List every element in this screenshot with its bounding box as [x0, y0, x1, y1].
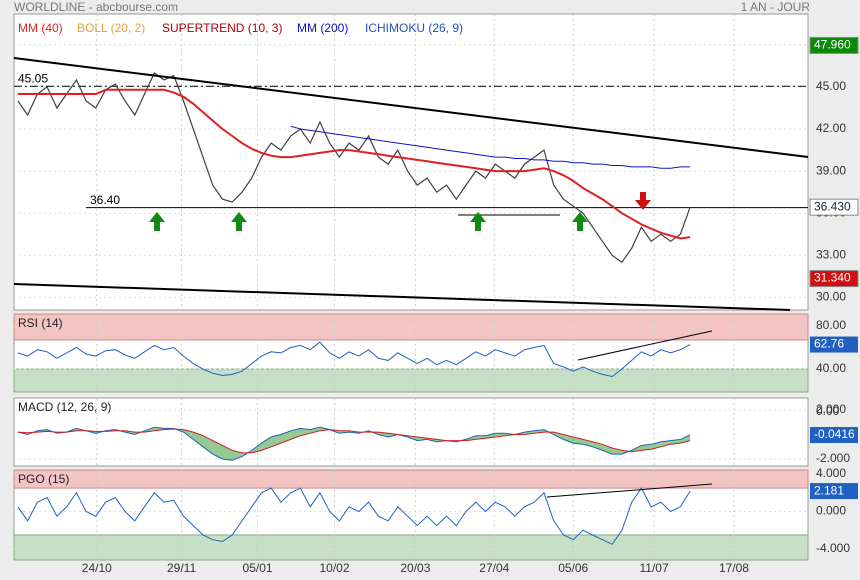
price-box-label: 36.430 — [814, 199, 851, 213]
indicator-line — [17, 487, 691, 545]
y-tick-label: 40.00 — [816, 361, 846, 375]
buy-arrow — [149, 212, 165, 231]
level-label: 36.40 — [90, 193, 120, 207]
legend-entry: BOLL (20, 2) — [77, 21, 145, 35]
y-tick-label: 45.00 — [816, 79, 846, 93]
panel-title: RSI (14) — [18, 316, 63, 330]
y-tick-label: 30.00 — [816, 290, 846, 304]
trend-line — [13, 57, 809, 158]
indicator-line — [17, 341, 691, 378]
divergence-line — [577, 330, 713, 361]
x-tick-label: 17/08 — [719, 561, 749, 575]
price-line — [17, 71, 691, 264]
y-tick-label: 39.00 — [816, 163, 846, 177]
price-box — [809, 198, 859, 216]
price-box-label: 47.960 — [814, 38, 851, 52]
oversold-zone — [13, 368, 809, 393]
x-tick-label: 29/11 — [167, 561, 196, 575]
buy-arrow — [572, 212, 588, 231]
y-tick-label: -4.000 — [816, 541, 850, 555]
value-box-label: 62.76 — [814, 337, 844, 351]
y-tick-label: 4.000 — [816, 466, 846, 480]
buy-arrow — [231, 212, 247, 231]
page-title: WORLDLINE - abcbourse.com — [14, 0, 178, 14]
price-box — [809, 270, 859, 288]
y-tick-label: -2.000 — [816, 451, 850, 465]
divergence-line — [546, 483, 713, 498]
value-box — [810, 336, 858, 353]
buy-arrow — [470, 212, 486, 231]
y-tick-label: 42.00 — [816, 121, 846, 135]
y-tick-label: 33.00 — [816, 247, 846, 261]
oversold-zone — [13, 534, 809, 561]
indicator-line — [17, 426, 691, 461]
panel — [13, 13, 809, 311]
legend-entry: SUPERTREND (10, 3) — [162, 21, 282, 35]
panel-title: PGO (15) — [18, 472, 69, 486]
period: 1 AN - JOUR — [741, 0, 811, 14]
y-tick-label: 2.000 — [816, 402, 846, 416]
y-tick-label: 0.000 — [816, 504, 846, 518]
x-tick-label: 11/07 — [640, 561, 669, 575]
x-tick-label: 10/02 — [320, 561, 350, 575]
panel-title: MACD (12, 26, 9) — [18, 400, 111, 414]
price-box-label: 31.340 — [814, 271, 851, 285]
price-box — [809, 36, 859, 54]
legend-entry: MM (200) — [297, 21, 348, 35]
x-tick-label: 05/06 — [558, 561, 588, 575]
value-box — [810, 427, 858, 444]
overbought-zone — [13, 313, 809, 341]
x-tick-label: 27/04 — [479, 561, 509, 575]
x-tick-label: 20/03 — [400, 561, 430, 575]
trend-line — [13, 283, 791, 311]
indicator-line — [17, 88, 691, 240]
value-box-label: 2.181 — [814, 483, 844, 497]
value-box — [810, 483, 858, 500]
value-box-label: -0.0416 — [814, 427, 855, 441]
y-tick-label: 80.00 — [816, 318, 846, 332]
legend-entry: ICHIMOKU (26, 9) — [365, 21, 463, 35]
x-tick-label: 05/01 — [243, 561, 273, 575]
level-label: 45.05 — [18, 71, 48, 85]
drawings — [13, 57, 809, 498]
indicator-line — [17, 428, 691, 454]
indicator-line — [290, 125, 691, 169]
x-tick-label: 24/10 — [82, 561, 112, 575]
y-tick-label: 0.00 — [816, 404, 840, 418]
legend-entry: MM (40) — [18, 21, 63, 35]
sell-arrow — [635, 192, 651, 210]
